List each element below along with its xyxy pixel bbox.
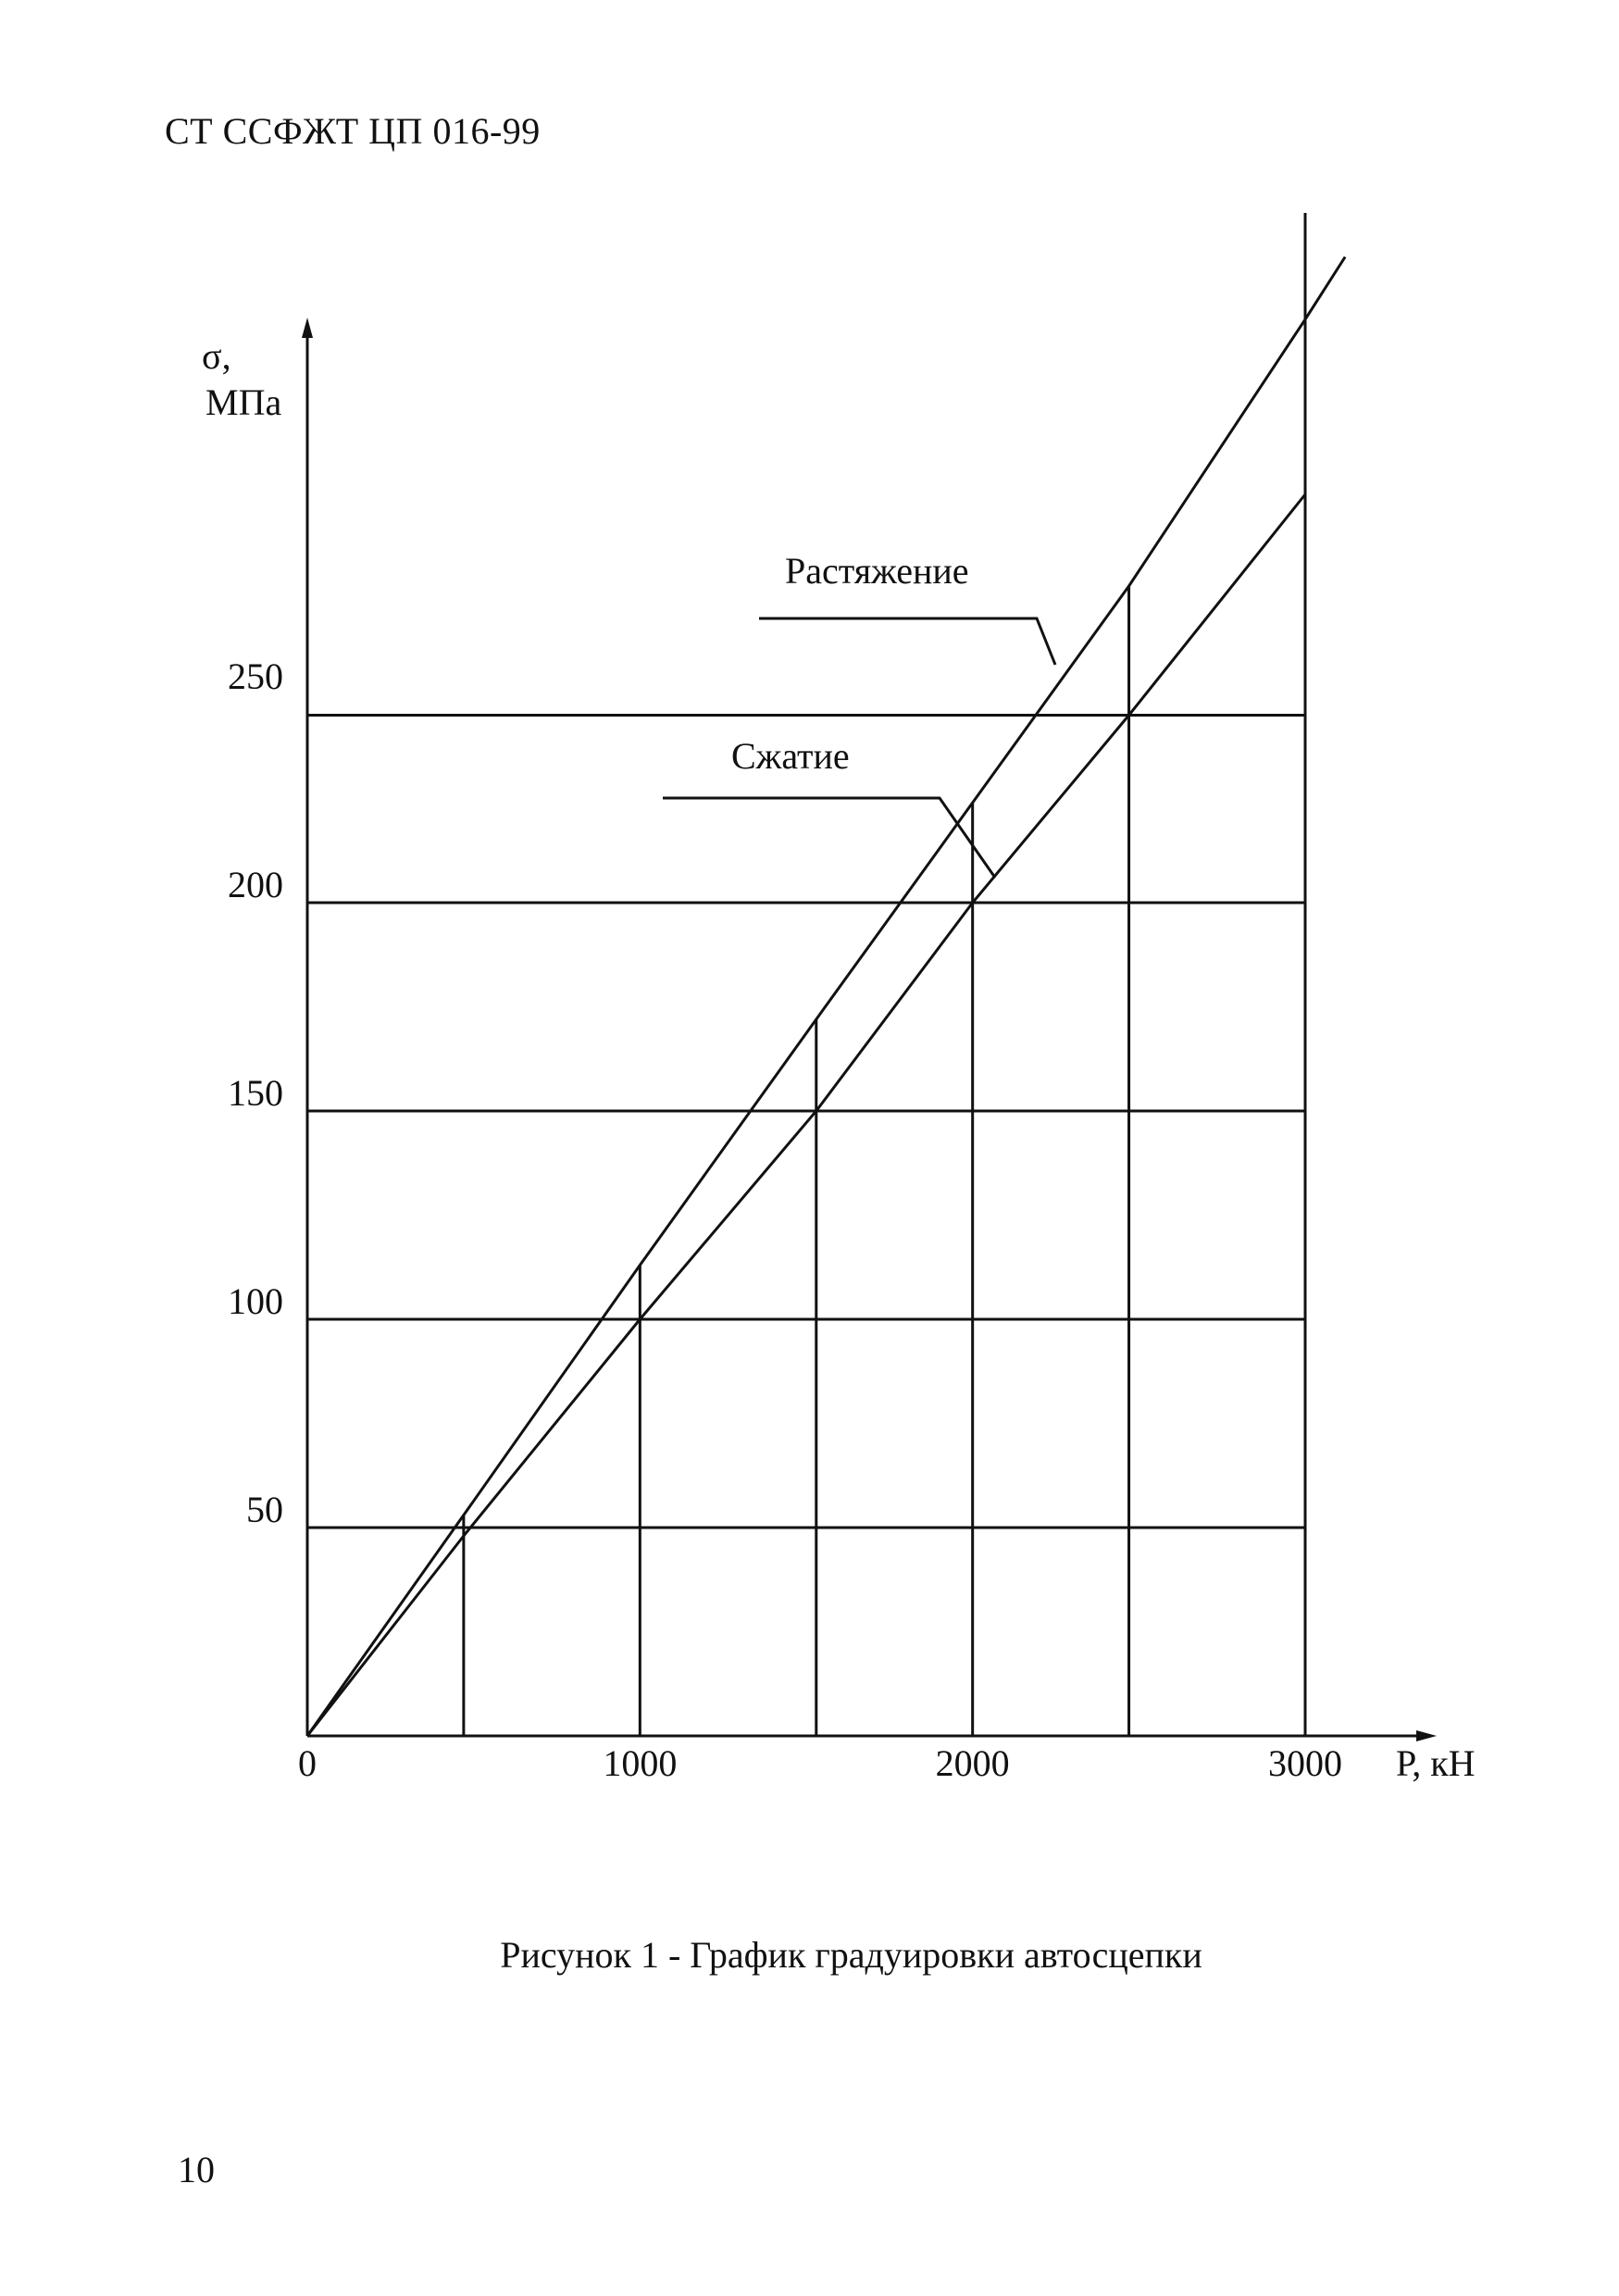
series-line-tension	[305, 256, 1347, 1737]
page-number: 10	[178, 2149, 215, 2190]
x-tick-label: 3000	[1268, 1742, 1342, 1784]
document-header: СТ ССФЖТ ЦП 016-99	[165, 110, 541, 152]
series-line-compression	[305, 493, 1307, 1737]
series-leader-compression	[663, 796, 997, 879]
y-tick-label: 250	[228, 655, 283, 697]
series-label-tension: Растяжение	[785, 550, 969, 592]
series-label-compression: Сжатие	[731, 735, 850, 777]
figure-caption: Рисунок 1 - График градуировки автосцепк…	[500, 1934, 1202, 1976]
x-tick-label: 0	[298, 1742, 317, 1784]
axis-layer	[302, 318, 1437, 1741]
grid-layer	[307, 213, 1307, 1736]
y-axis-arrow	[302, 318, 313, 338]
y-tick-label: 150	[228, 1072, 283, 1114]
y-axis-unit: МПа	[205, 381, 281, 423]
series-layer	[305, 256, 1347, 1737]
series-leader-tension	[759, 617, 1057, 666]
series-labels: Растяжение Сжатие	[663, 550, 1057, 879]
x-axis-label: Р, кН	[1396, 1742, 1476, 1784]
axis-labels: σ, МПа Р, кН	[202, 335, 1476, 1784]
y-axis-symbol: σ,	[202, 335, 231, 377]
x-tick-label: 2000	[936, 1742, 1010, 1784]
x-axis-arrow	[1416, 1730, 1437, 1741]
tick-labels: 0 1000 2000 3000 50 100 150 200 250	[228, 655, 1342, 1784]
y-tick-label: 50	[246, 1489, 283, 1530]
y-tick-label: 100	[228, 1280, 283, 1322]
y-tick-label: 200	[228, 864, 283, 905]
x-tick-label: 1000	[603, 1742, 677, 1784]
